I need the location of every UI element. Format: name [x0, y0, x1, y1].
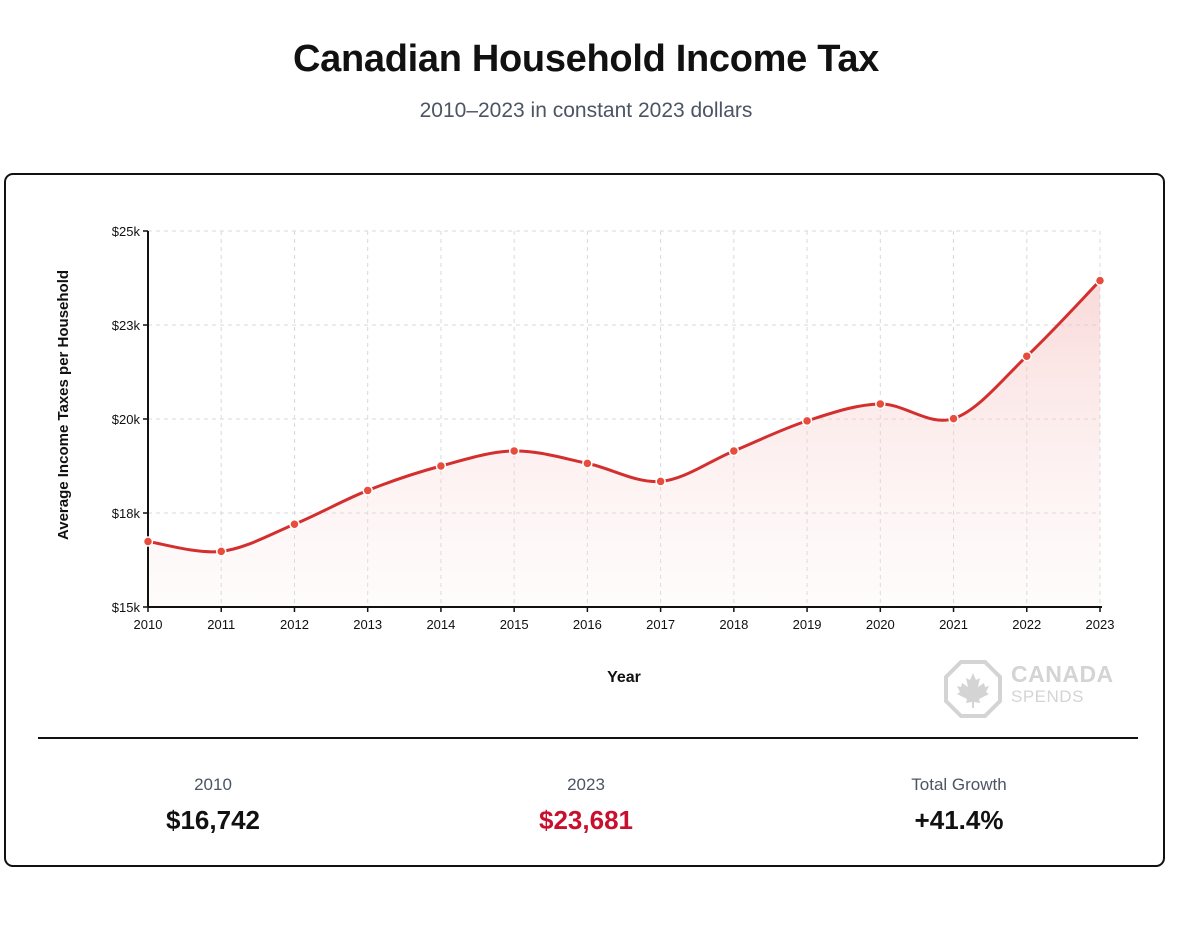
x-tick-label: 2018: [719, 617, 748, 632]
x-axis-title: Year: [607, 669, 641, 686]
x-tick-label: 2012: [280, 617, 309, 632]
series-area-fill: [148, 280, 1100, 607]
y-tick-label: $18k: [112, 506, 141, 521]
income-tax-chart: $15k $18k $20k $23k $25k 2010 2011 2012 2013 2014…: [55, 224, 1115, 686]
x-tick-label: 2020: [866, 617, 895, 632]
y-tick-label: $25k: [112, 224, 141, 239]
stat-end-value: $23,681: [539, 805, 633, 835]
data-point: [655, 476, 666, 487]
x-tick-label: 2021: [939, 617, 968, 632]
page-subtitle: 2010–2023 in constant 2023 dollars: [419, 99, 753, 122]
data-point: [142, 536, 154, 547]
data-point: [1094, 275, 1106, 286]
stat-growth-label: Total Growth: [911, 775, 1007, 794]
data-point: [215, 546, 227, 557]
chart-card: $15k $18k $20k $23k $25k 2010 2011 2012 2013 2014…: [4, 173, 1165, 867]
stat-total-growth: Total Growth +41.4%: [779, 775, 1139, 836]
x-tick-label: 2022: [1012, 617, 1041, 632]
stat-start-label: 2010: [194, 775, 232, 794]
data-point: [289, 519, 300, 530]
data-point: [728, 445, 740, 457]
data-point: [1021, 350, 1033, 362]
maple-leaf-badge-icon: [944, 660, 1002, 718]
logo-text-canada: CANADA: [1011, 661, 1114, 687]
data-point: [362, 485, 373, 496]
stat-end-year: 2023 $23,681: [406, 775, 766, 836]
data-point: [875, 398, 886, 410]
x-tick-label: 2013: [353, 617, 382, 632]
x-tick-label: 2017: [646, 617, 675, 632]
x-tick-label: 2019: [793, 617, 822, 632]
page-title: Canadian Household Income Tax: [292, 38, 880, 80]
stat-growth-value: +41.4%: [914, 805, 1004, 835]
x-tick-label: 2023: [1086, 617, 1115, 632]
y-tick-label: $23k: [112, 318, 141, 333]
x-tick-label: 2016: [573, 617, 602, 632]
x-tick-label: 2014: [426, 617, 455, 632]
stat-end-label: 2023: [567, 775, 605, 794]
y-axis-title: Average Income Taxes per Household: [55, 270, 72, 540]
data-point: [801, 415, 813, 427]
x-tick-label: 2010: [134, 617, 163, 632]
data-point: [582, 458, 593, 469]
data-point: [508, 445, 520, 457]
canada-spends-logo: CANADA SPENDS: [943, 659, 1133, 719]
x-tick-label: 2015: [500, 617, 529, 632]
data-point: [435, 460, 447, 472]
logo-text-spends: SPENDS: [1011, 687, 1084, 706]
x-tick-label: 2011: [207, 617, 235, 632]
stat-start-value: $16,742: [166, 805, 260, 835]
stats-divider: [38, 737, 1138, 739]
y-tick-label: $20k: [112, 412, 141, 427]
data-point: [948, 413, 959, 424]
stat-start-year: 2010 $16,742: [33, 775, 393, 836]
y-tick-label: $15k: [112, 600, 141, 615]
